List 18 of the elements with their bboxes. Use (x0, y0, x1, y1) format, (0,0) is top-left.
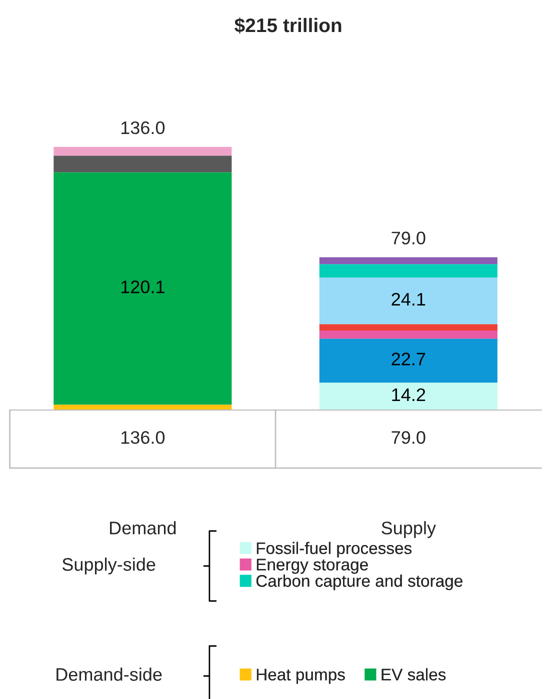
legend-label: Fossil-fuel processes (256, 542, 412, 558)
x-tick-label: Supply (382, 521, 436, 538)
x-tick-label: Demand (110, 521, 176, 534)
total-label: 79.0 (392, 232, 426, 244)
data-label: 24.1 (392, 292, 426, 306)
total-label: 136.0 (121, 121, 165, 134)
text: 79.0 (392, 431, 426, 444)
chart-title: $215 trillion (234, 18, 342, 34)
text: Supply-side (62, 558, 156, 574)
text: 136.0 (121, 431, 165, 444)
data-label: 120.1 (121, 280, 164, 294)
legend-label: Carbon capture and storage (256, 574, 462, 590)
text: Demand-side (56, 668, 162, 681)
data-label: 22.7 (392, 352, 426, 366)
legend-label: Heat pumps (256, 668, 345, 684)
legend-label: Energy storage (256, 558, 368, 574)
data-label: 14.2 (392, 388, 426, 401)
legend-label: EV sales (382, 668, 446, 680)
